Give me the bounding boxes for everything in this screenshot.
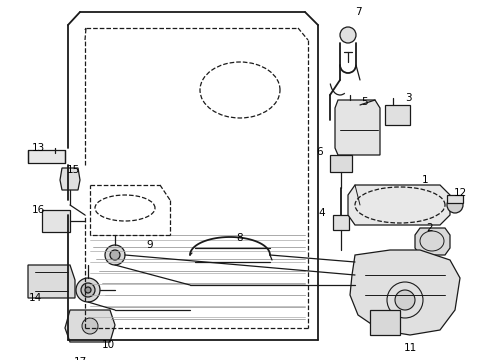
Polygon shape	[347, 185, 449, 225]
Text: 15: 15	[66, 165, 80, 175]
Text: 6: 6	[316, 147, 323, 157]
Circle shape	[394, 290, 414, 310]
Polygon shape	[369, 310, 399, 335]
Polygon shape	[60, 168, 80, 190]
Polygon shape	[349, 250, 459, 335]
Polygon shape	[414, 228, 449, 255]
Text: 5: 5	[361, 97, 367, 107]
Text: 7: 7	[354, 7, 361, 17]
Text: 17: 17	[73, 357, 86, 360]
Text: 2: 2	[426, 223, 432, 233]
Text: 13: 13	[31, 143, 44, 153]
Bar	[446, 195, 462, 203]
Text: 10: 10	[101, 340, 114, 350]
Circle shape	[76, 278, 100, 302]
Text: 14: 14	[28, 293, 41, 303]
Text: 11: 11	[403, 343, 416, 353]
Bar	[42, 210, 70, 232]
Polygon shape	[28, 150, 65, 163]
Circle shape	[82, 318, 98, 334]
Text: 1: 1	[421, 175, 427, 185]
Polygon shape	[65, 310, 115, 342]
Polygon shape	[332, 215, 348, 230]
Circle shape	[339, 27, 355, 43]
Circle shape	[110, 250, 120, 260]
Polygon shape	[334, 100, 379, 155]
Polygon shape	[28, 265, 75, 298]
Text: 16: 16	[31, 205, 44, 215]
Circle shape	[446, 197, 462, 213]
Polygon shape	[384, 105, 409, 125]
Polygon shape	[329, 155, 351, 172]
Circle shape	[85, 287, 91, 293]
Text: 3: 3	[404, 93, 410, 103]
Text: 8: 8	[236, 233, 243, 243]
Text: 4: 4	[318, 208, 325, 218]
Text: 9: 9	[146, 240, 153, 250]
Circle shape	[105, 245, 125, 265]
Text: 12: 12	[452, 188, 466, 198]
Circle shape	[81, 283, 95, 297]
